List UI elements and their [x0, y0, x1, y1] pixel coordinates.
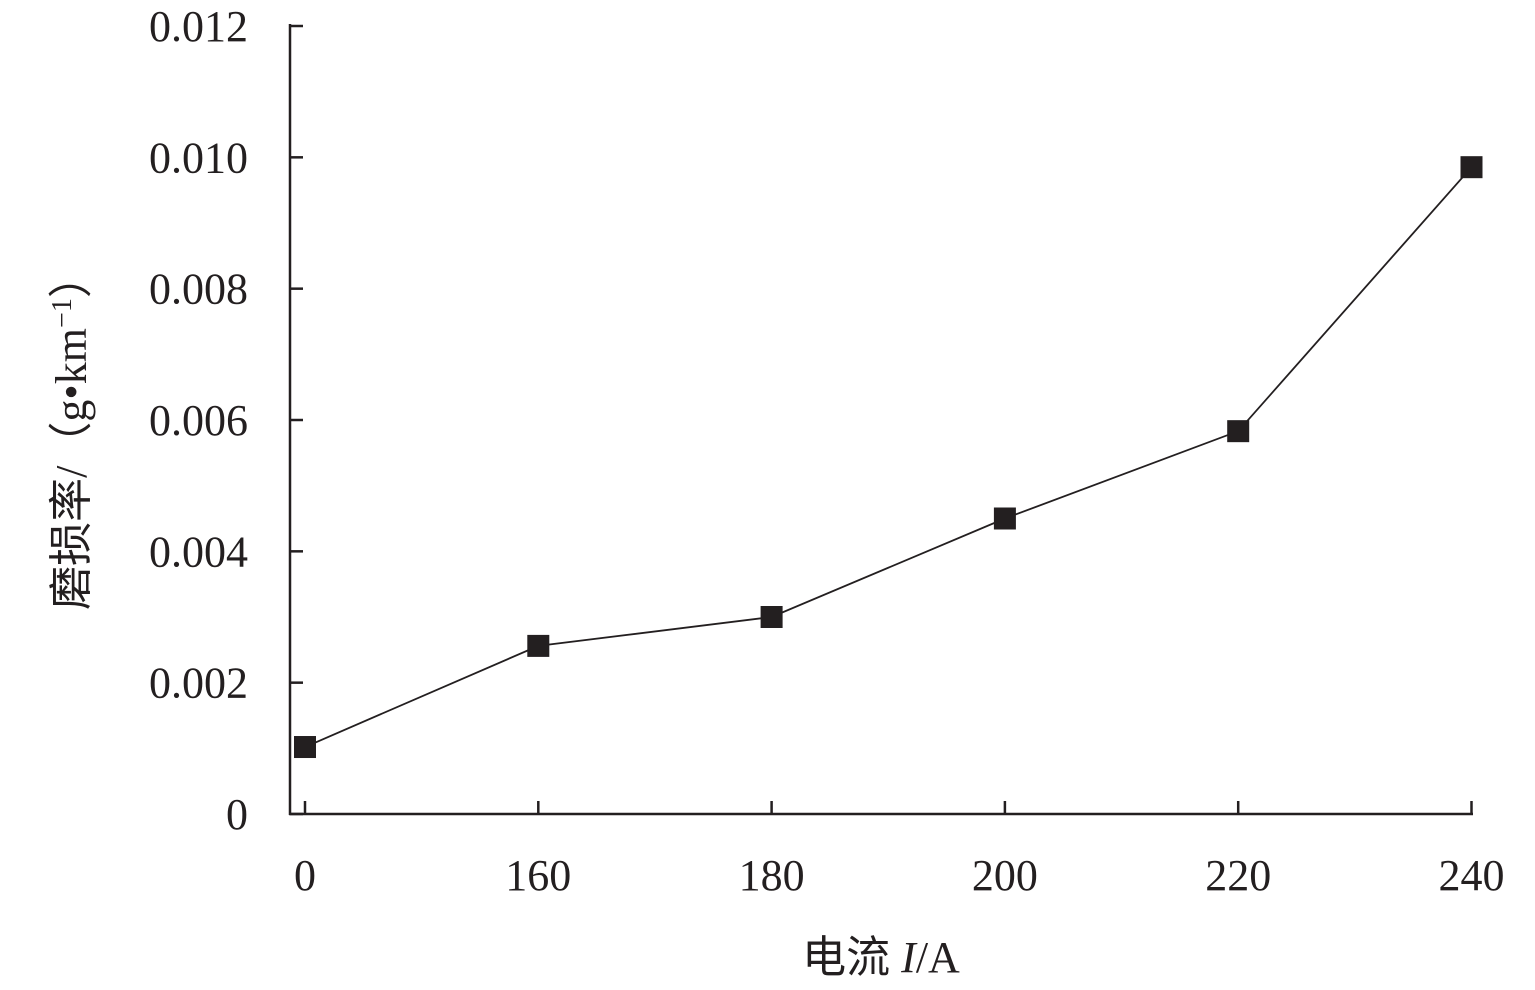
x-tick-label: 0 [294, 851, 316, 900]
y-axis-title-close: ） [47, 254, 96, 298]
y-tick-label: 0.004 [149, 527, 248, 576]
y-tick-label: 0 [226, 790, 248, 839]
x-axis-title-var: I [900, 933, 918, 982]
y-tick-label: 0.010 [149, 133, 248, 182]
x-tick-label: 220 [1205, 851, 1271, 900]
x-tick-label: 240 [1439, 851, 1505, 900]
x-axis-title: 电流 I/A [802, 933, 960, 982]
y-tick-label: 0.012 [149, 2, 248, 51]
data-point [294, 736, 316, 759]
data-point [993, 507, 1016, 530]
series-line [304, 166, 1473, 748]
y-tick-label: 0.008 [149, 265, 248, 314]
data-point [1460, 156, 1483, 179]
plot-area [294, 156, 1483, 759]
y-axis-title: 磨损率/（g•km−1） [47, 254, 97, 610]
x-tick-label: 180 [739, 851, 805, 900]
y-axis-title-main: 磨损率/（g•km [47, 328, 96, 610]
x-axis-title-prefix: 电流 [802, 933, 901, 982]
y-tick-label: 0.006 [149, 396, 248, 445]
data-point [760, 606, 783, 628]
y-axis: 0 0.002 0.004 0.006 0.008 0.010 0.012 [149, 2, 303, 839]
data-point [527, 634, 550, 657]
x-tick-label: 200 [972, 851, 1038, 900]
y-ticks: 0 0.002 0.004 0.006 0.008 0.010 0.012 [149, 2, 303, 839]
x-tick-label: 160 [505, 851, 571, 900]
y-tick-label: 0.002 [149, 659, 248, 708]
data-point [1227, 420, 1250, 443]
y-axis-title-sup: −1 [47, 298, 78, 328]
x-axis-title-suffix: /A [916, 933, 960, 982]
x-axis: 0 160 180 200 220 240 [289, 801, 1505, 900]
x-ticks: 0 160 180 200 220 240 [294, 801, 1505, 900]
